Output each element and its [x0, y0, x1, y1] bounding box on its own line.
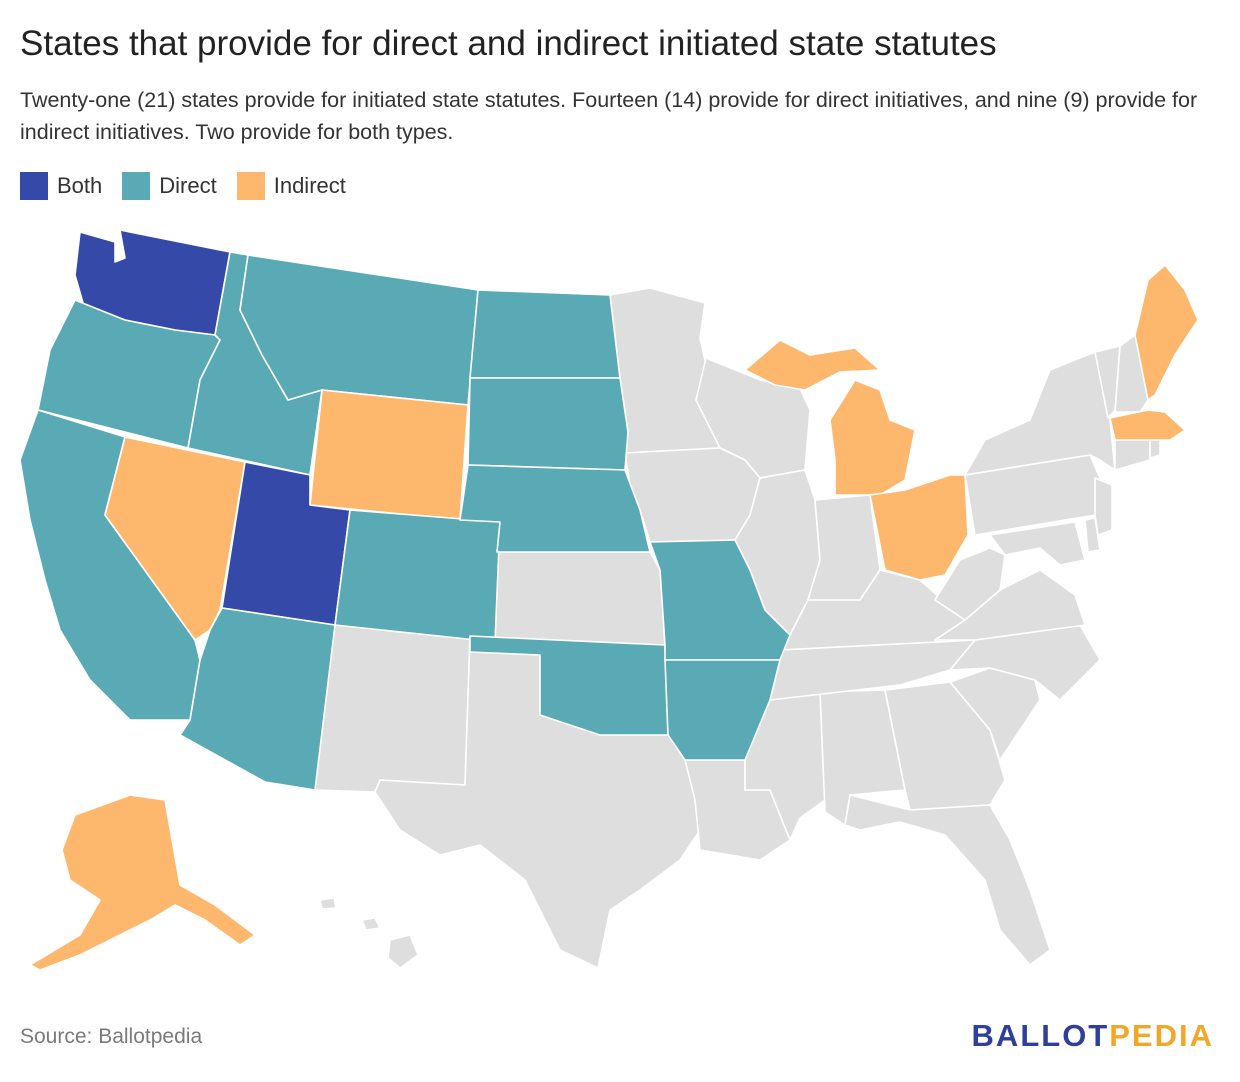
state-ohio[interactable]: [869, 474, 969, 581]
legend-swatch-direct: [122, 172, 151, 200]
legend-label-both: Both: [57, 173, 103, 198]
state-nebraska[interactable]: [459, 464, 651, 553]
state-wyoming[interactable]: [309, 389, 469, 521]
ballotpedia-logo[interactable]: BALLOTPEDIA: [971, 1018, 1214, 1053]
state-arizona[interactable]: [179, 607, 336, 791]
state-hawaii-big-island[interactable]: [387, 934, 419, 969]
state-new-york[interactable]: [964, 351, 1116, 476]
chart-title: States that provide for direct and indir…: [20, 24, 997, 63]
state-florida[interactable]: [844, 794, 1051, 966]
state-maryland[interactable]: [989, 521, 1086, 566]
state-new-mexico[interactable]: [314, 624, 471, 793]
state-michigan-upper[interactable]: [744, 339, 881, 391]
state-new-jersey[interactable]: [1094, 477, 1113, 536]
state-new-hampshire[interactable]: [1114, 334, 1149, 413]
state-alaska[interactable]: [29, 794, 256, 971]
legend-label-direct: Direct: [159, 173, 217, 198]
state-massachusetts[interactable]: [1109, 409, 1186, 441]
chart-subtitle: Twenty-one (21) states provide for initi…: [20, 88, 1198, 144]
us-states-map: [19, 229, 1199, 971]
state-connecticut[interactable]: [1114, 439, 1151, 471]
legend: Both Direct Indirect: [20, 172, 346, 200]
state-missouri[interactable]: [649, 539, 791, 661]
state-colorado[interactable]: [334, 509, 501, 643]
state-rhode-island[interactable]: [1149, 437, 1161, 459]
legend-swatch-both: [20, 172, 48, 200]
state-maine[interactable]: [1134, 264, 1199, 401]
non-initiative-states: [314, 287, 1161, 969]
source-note: Source: Ballotpedia: [20, 1025, 203, 1048]
state-hawaii-maui[interactable]: [361, 917, 381, 931]
state-arkansas[interactable]: [664, 659, 781, 761]
legend-item-direct: Direct: [122, 172, 217, 200]
legend-item-both: Both: [20, 172, 102, 200]
state-michigan-lower[interactable]: [829, 379, 916, 496]
state-delaware[interactable]: [1084, 517, 1101, 553]
legend-label-indirect: Indirect: [273, 173, 346, 198]
state-iowa[interactable]: [624, 447, 761, 543]
state-north-dakota[interactable]: [469, 289, 621, 379]
legend-item-indirect: Indirect: [236, 172, 346, 200]
state-kansas[interactable]: [494, 551, 666, 646]
state-hawaii-oahu[interactable]: [319, 897, 337, 910]
initiative-states: [19, 229, 1199, 971]
state-south-dakota[interactable]: [467, 377, 629, 471]
legend-swatch-indirect: [236, 172, 265, 200]
